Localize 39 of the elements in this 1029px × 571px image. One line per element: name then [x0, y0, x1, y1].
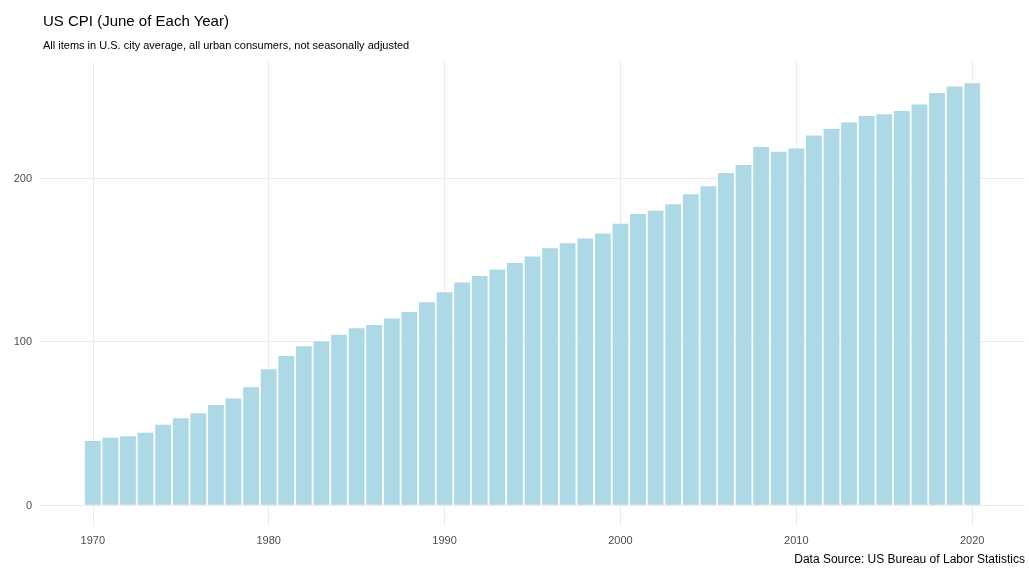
bar [436, 292, 453, 505]
bar [718, 173, 734, 505]
bar [612, 223, 629, 505]
bar [419, 302, 435, 505]
x-tick-label: 2020 [959, 533, 985, 546]
bar [841, 122, 858, 505]
bar [243, 387, 259, 505]
x-tick-label: 1970 [80, 533, 106, 546]
y-tick-label: 200 [13, 172, 32, 184]
bar [155, 424, 172, 505]
bar [806, 135, 822, 505]
bar [542, 248, 558, 505]
bar [735, 164, 752, 505]
bar [137, 432, 154, 505]
bar [893, 111, 910, 505]
x-tick-label: 1980 [256, 533, 281, 546]
bar [929, 93, 945, 505]
chart-title: US CPI (June of Each Year) [43, 12, 229, 29]
bar [753, 146, 770, 505]
bar [207, 405, 224, 505]
x-tick-label: 2000 [608, 533, 633, 546]
bar [911, 104, 928, 505]
x-tick-label: 2010 [784, 533, 809, 546]
bar [313, 341, 330, 505]
chart-subtitle: All items in U.S. city average, all urban consumers, not seasonally adjusted [43, 38, 410, 51]
bar [524, 256, 541, 505]
source-note: Data Source: US Bureau of Labor Statistics [794, 552, 1026, 566]
bar [594, 233, 611, 505]
x-tick-label: 1990 [432, 533, 457, 546]
bar [295, 346, 312, 505]
y-tick-label: 0 [25, 498, 32, 511]
bar [823, 128, 840, 505]
bar [630, 213, 646, 505]
bar [120, 436, 136, 505]
bar [225, 398, 242, 505]
bar [507, 262, 523, 505]
y-tick-label: 100 [13, 335, 32, 348]
bar [331, 334, 347, 505]
bar [454, 282, 471, 505]
